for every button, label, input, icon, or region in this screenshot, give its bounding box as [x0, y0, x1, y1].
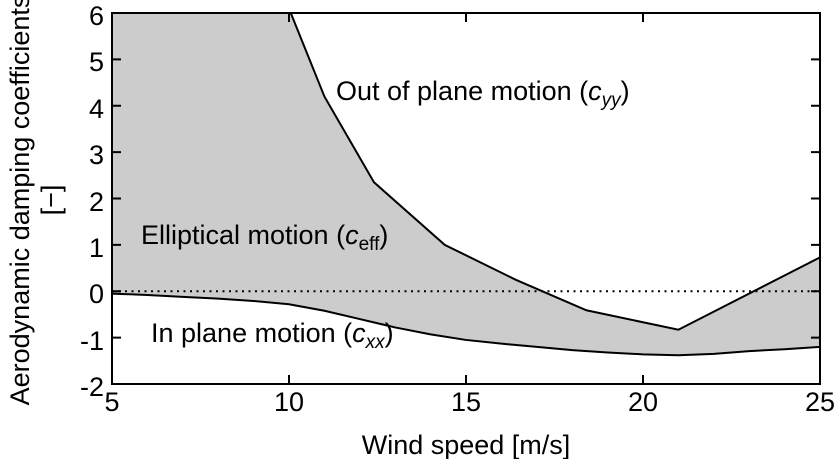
y-tick-label: 0 [88, 279, 104, 310]
annotation-symbol: c [345, 220, 359, 250]
annotation-subscript: xx [365, 332, 385, 353]
label-elliptical-motion: Elliptical motion (ceff) [141, 220, 388, 256]
x-tick-label: 10 [273, 387, 305, 417]
y-tick-label: 5 [88, 47, 104, 78]
in-plane-curve [111, 292, 821, 357]
annotation-text: Elliptical motion ( [141, 220, 346, 250]
x-tick-label: 25 [804, 387, 834, 417]
y-tick-label: 3 [88, 140, 104, 171]
x-tick-label: 20 [627, 387, 659, 417]
annotation-subscript: yy [601, 90, 621, 111]
y-axis-title-line1: Aerodynamic damping coefficients [5, 0, 35, 406]
y-tick-label: -1 [79, 325, 104, 356]
x-axis-title: Wind speed [m/s] [361, 430, 571, 459]
annotation-symbol: c [588, 76, 602, 106]
label-in-plane-motion: In plane motion (cxx) [151, 318, 394, 354]
y-tick-label: -2 [79, 372, 104, 402]
out-of-plane-curve [289, 12, 821, 331]
elliptical-region-fill [112, 13, 820, 356]
annotation-text: ) [620, 76, 630, 106]
label-out-of-plane-motion: Out of plane motion (cyy) [336, 76, 630, 112]
annotation-subscript: eff [358, 234, 380, 255]
y-tick-label: 4 [88, 93, 104, 124]
annotation-text: ) [379, 220, 389, 250]
annotation-text: Out of plane motion ( [336, 76, 589, 106]
annotation-symbol: c [352, 318, 366, 348]
y-tick-label: 1 [88, 232, 104, 263]
annotation-text: ) [384, 318, 394, 348]
x-tick-label: 15 [450, 387, 482, 417]
y-axis-title: Aerodynamic damping coefficients [−] [5, 0, 67, 405]
x-tick-label: 5 [104, 387, 120, 417]
y-tick-label: 6 [88, 1, 104, 31]
annotation-text: In plane motion ( [151, 318, 353, 348]
y-axis-title-line2: [−] [36, 184, 66, 216]
y-tick-label: 2 [88, 186, 104, 217]
